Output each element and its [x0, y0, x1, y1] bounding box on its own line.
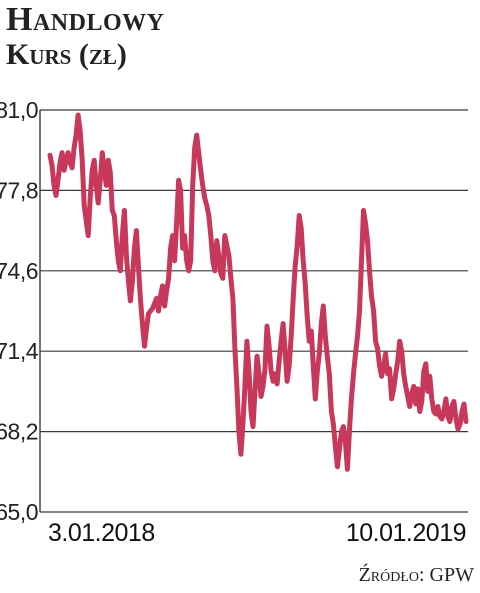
x-tick-label: 3.01.2018 [48, 519, 155, 547]
y-tick-label: 71,4 [0, 338, 39, 364]
y-tick-label: 77,8 [0, 177, 38, 203]
x-tick-label: 10.01.2019 [346, 519, 466, 547]
x-axis-labels: 3.01.2018 10.01.2019 [48, 519, 467, 547]
y-tick-label: 81,0 [0, 97, 38, 123]
y-tick-label: 74,6 [0, 258, 38, 284]
y-tick-label: 68,2 [0, 419, 38, 445]
chart-subtitle: Kurs (zł) [6, 38, 127, 71]
series-line [47, 112, 469, 472]
source-note: Źródło: GPW [358, 564, 474, 586]
chart-title: Handlowy [6, 1, 165, 38]
y-tick-label: 65,0 [0, 499, 38, 525]
y-axis: 81,0 77,8 74,6 71,4 68,2 65,0 [0, 97, 41, 525]
price-line [47, 112, 469, 472]
